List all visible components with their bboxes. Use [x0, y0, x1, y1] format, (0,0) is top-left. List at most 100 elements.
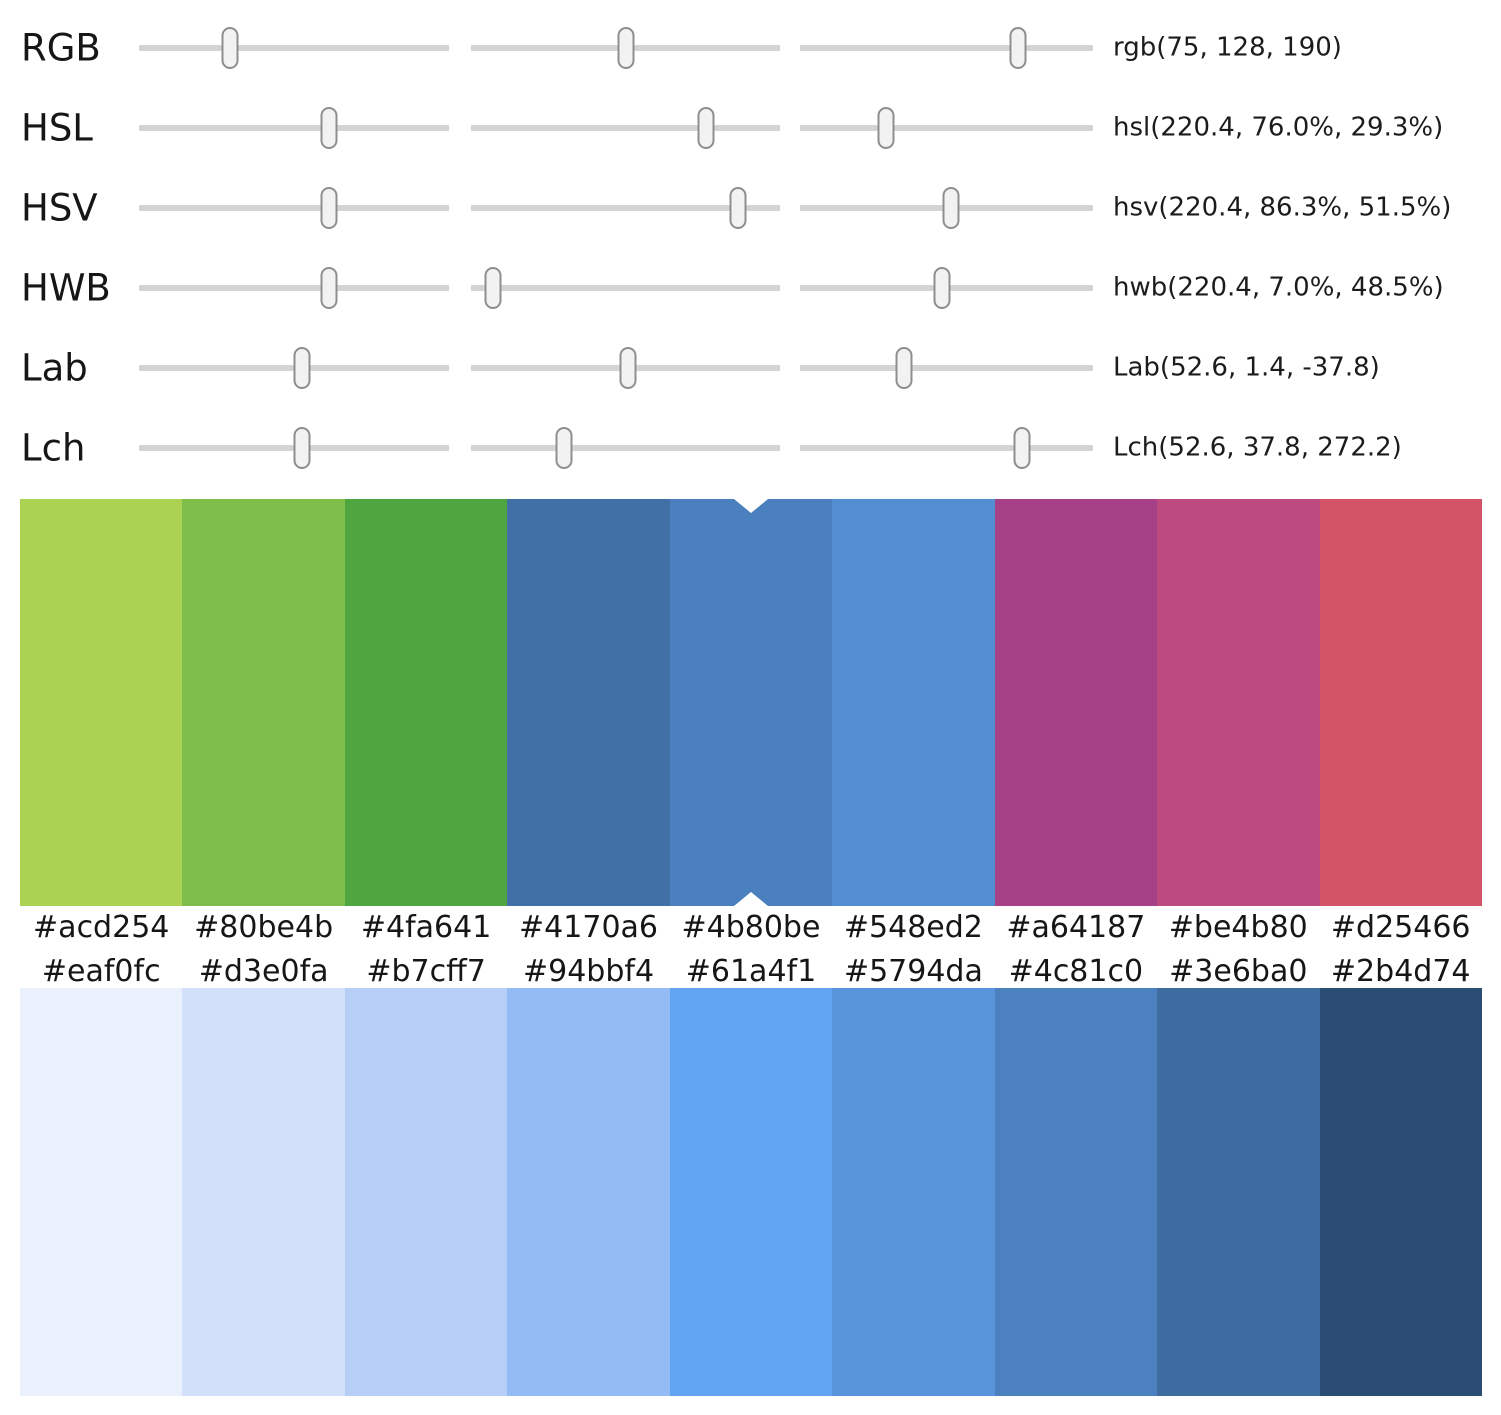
hue-swatch[interactable] [507, 499, 670, 906]
slider-track[interactable] [471, 445, 780, 451]
tint-swatch[interactable] [182, 988, 345, 1396]
slider-thumb[interactable] [933, 267, 951, 309]
slider-thumb[interactable] [877, 107, 895, 149]
slider-row-label: Lch [21, 426, 86, 470]
slider-thumb[interactable] [619, 347, 637, 389]
slider-thumb[interactable] [484, 267, 502, 309]
slider-thumb[interactable] [1013, 427, 1030, 469]
lab-a-slider[interactable] [471, 328, 780, 408]
hwb-whiteness-slider[interactable] [471, 248, 780, 328]
lch-l-slider[interactable] [139, 408, 449, 488]
slider-row-hsl: HSL hsl(220.4, 76.0%, 29.3%) [0, 88, 1501, 168]
slider-thumb[interactable] [617, 27, 635, 69]
hex-label: #4170a6 [519, 910, 659, 945]
slider-thumb[interactable] [293, 347, 311, 389]
selected-color-marker-top-icon [734, 499, 768, 513]
slider-track[interactable] [800, 45, 1093, 51]
slider-row-rgb: RGB rgb(75, 128, 190) [0, 8, 1501, 88]
slider-thumb[interactable] [942, 187, 960, 229]
tint-swatch[interactable] [832, 988, 995, 1396]
hsv-value-text: hsv(220.4, 86.3%, 51.5%) [1113, 192, 1452, 223]
hsl-lightness-slider[interactable] [800, 88, 1093, 168]
hue-swatch-selected[interactable] [669, 499, 833, 906]
rgb-blue-slider[interactable] [800, 8, 1093, 88]
slider-track[interactable] [139, 285, 449, 291]
tint-hex-label-row: #eaf0fc #d3e0fa #b7cff7 #94bbf4 #61a4f1 … [20, 946, 1482, 988]
hex-label: #94bbf4 [523, 954, 655, 989]
lch-chroma-slider[interactable] [471, 408, 780, 488]
lab-l-slider[interactable] [139, 328, 449, 408]
lab-b-slider[interactable] [800, 328, 1093, 408]
slider-track[interactable] [471, 205, 780, 211]
slider-panel: RGB rgb(75, 128, 190) HSL [0, 0, 1501, 488]
hue-swatch[interactable] [1157, 499, 1320, 906]
tint-swatch[interactable] [344, 988, 508, 1396]
hex-label: #d25466 [1330, 910, 1471, 945]
slider-track[interactable] [139, 205, 449, 211]
slider-track[interactable] [800, 445, 1093, 451]
hue-swatch[interactable] [1319, 499, 1482, 906]
slider-row-hsv: HSV hsv(220.4, 86.3%, 51.5%) [0, 168, 1501, 248]
slider-thumb[interactable] [293, 427, 311, 469]
slider-thumb[interactable] [555, 427, 573, 469]
slider-thumb[interactable] [895, 347, 913, 389]
rgb-red-slider[interactable] [139, 8, 449, 88]
slider-row-label: HSL [21, 106, 93, 150]
tint-swatch[interactable] [669, 988, 833, 1396]
slider-thumb[interactable] [697, 107, 715, 149]
slider-track[interactable] [471, 285, 780, 291]
hue-hex-label-row: #acd254 #80be4b #4fa641 #4170a6 #4b80be … [20, 906, 1482, 946]
slider-thumb[interactable] [320, 187, 338, 229]
slider-track[interactable] [139, 125, 449, 131]
slider-row-lab: Lab Lab(52.6, 1.4, -37.8) [0, 328, 1501, 408]
hsv-saturation-slider[interactable] [471, 168, 780, 248]
hex-label: #4b80be [681, 910, 821, 945]
tint-swatch[interactable] [1157, 988, 1320, 1396]
hex-label: #4c81c0 [1008, 954, 1144, 989]
lch-value-text: Lch(52.6, 37.8, 272.2) [1113, 432, 1402, 463]
lab-value-text: Lab(52.6, 1.4, -37.8) [1113, 352, 1380, 383]
slider-row-label: HSV [21, 186, 98, 230]
slider-thumb[interactable] [320, 267, 338, 309]
hue-gradient-palette [20, 499, 1482, 906]
tint-gradient-palette [20, 988, 1482, 1396]
hwb-value-text: hwb(220.4, 7.0%, 48.5%) [1113, 272, 1444, 303]
slider-row-label: HWB [21, 266, 111, 310]
tint-swatch[interactable] [20, 988, 183, 1396]
hex-label: #be4b80 [1168, 910, 1308, 945]
hue-swatch[interactable] [182, 499, 345, 906]
hsv-value-slider[interactable] [800, 168, 1093, 248]
slider-track[interactable] [800, 365, 1093, 371]
hue-swatch[interactable] [344, 499, 508, 906]
hex-label: #3e6ba0 [1169, 954, 1308, 989]
lch-hue-slider[interactable] [800, 408, 1093, 488]
slider-thumb[interactable] [729, 187, 747, 229]
hwb-blackness-slider[interactable] [800, 248, 1093, 328]
slider-thumb[interactable] [1009, 27, 1027, 69]
slider-thumb[interactable] [221, 27, 239, 69]
slider-row-label: Lab [21, 346, 88, 390]
hsl-saturation-slider[interactable] [471, 88, 780, 168]
hue-swatch[interactable] [832, 499, 995, 906]
hue-swatch[interactable] [20, 499, 183, 906]
hex-label: #5794da [843, 954, 983, 989]
hsv-hue-slider[interactable] [139, 168, 449, 248]
hue-swatch[interactable] [994, 499, 1158, 906]
slider-track[interactable] [139, 45, 449, 51]
tint-swatch[interactable] [994, 988, 1158, 1396]
hex-label: #b7cff7 [366, 954, 486, 989]
hsl-value-text: hsl(220.4, 76.0%, 29.3%) [1113, 112, 1444, 143]
hex-label: #eaf0fc [41, 954, 161, 989]
hex-label: #2b4d74 [1330, 954, 1471, 989]
hsl-hue-slider[interactable] [139, 88, 449, 168]
hwb-hue-slider[interactable] [139, 248, 449, 328]
slider-thumb[interactable] [320, 107, 338, 149]
slider-track[interactable] [800, 125, 1093, 131]
slider-track[interactable] [471, 125, 780, 131]
hex-label: #61a4f1 [685, 954, 817, 989]
tint-swatch[interactable] [507, 988, 670, 1396]
rgb-green-slider[interactable] [471, 8, 780, 88]
hex-label: #548ed2 [843, 910, 983, 945]
selected-color-marker-bottom-icon [734, 892, 768, 906]
tint-swatch[interactable] [1319, 988, 1482, 1396]
